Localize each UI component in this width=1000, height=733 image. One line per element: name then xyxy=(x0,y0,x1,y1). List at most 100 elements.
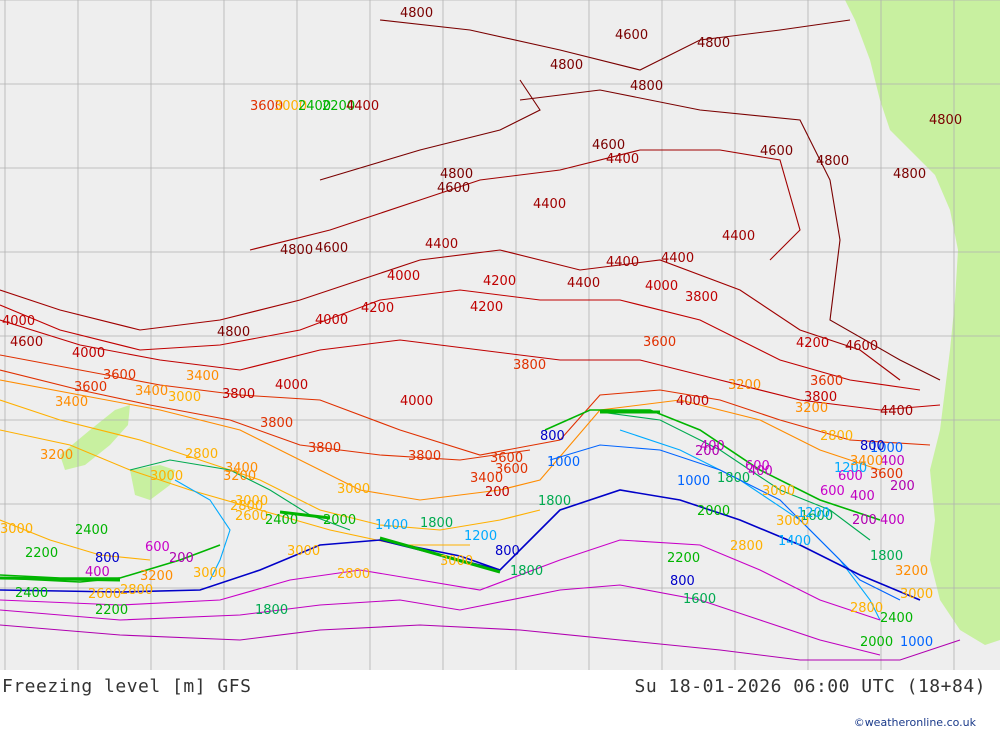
contour-label: 3400 xyxy=(55,395,88,410)
contour-label: 3600 xyxy=(810,374,843,389)
contour-line xyxy=(249,149,801,261)
contour-label: 4400 xyxy=(425,237,458,252)
contour-line xyxy=(0,519,151,561)
contour-labels: 4800460048004800480048004600440046004800… xyxy=(0,6,962,650)
contour-line xyxy=(519,89,941,381)
contour-label: 2200 xyxy=(25,546,58,561)
contour-label: 4600 xyxy=(615,28,648,43)
contour-label: 600 xyxy=(745,459,770,474)
contour-label: 4000 xyxy=(72,346,105,361)
contour-label: 200 xyxy=(169,551,194,566)
contour-line xyxy=(0,319,941,411)
contour-label: 3600 xyxy=(490,451,523,466)
contour-label: 4000 xyxy=(2,314,35,329)
contour-label: 3000 xyxy=(150,469,183,484)
contour-label: 1800 xyxy=(255,603,288,618)
south-america-land xyxy=(845,0,1000,645)
forecast-datetime: Su 18-01-2026 06:00 UTC (18+84) xyxy=(634,676,986,697)
contour-label: 3800 xyxy=(513,358,546,373)
contour-label: 3000 xyxy=(900,587,933,602)
contour-label: 2200 xyxy=(667,551,700,566)
contour-label: 2400 xyxy=(298,99,331,114)
contour-label: 1800 xyxy=(717,471,750,486)
contour-label: 1000 xyxy=(677,474,710,489)
contour-line xyxy=(174,479,231,581)
contour-band xyxy=(379,536,501,574)
isoline-contours xyxy=(0,19,961,661)
contour-label: 4200 xyxy=(483,274,516,289)
contour-label: 400 xyxy=(880,513,905,528)
contour-label: 2800 xyxy=(850,601,883,616)
contour-line xyxy=(0,354,931,456)
contour-label: 3000 xyxy=(440,554,473,569)
contour-label: 3400 xyxy=(135,384,168,399)
contour-label: 2800 xyxy=(230,499,263,514)
contour-label: 1800 xyxy=(510,564,543,579)
contour-label: 4800 xyxy=(816,154,849,169)
contour-label: 4400 xyxy=(606,152,639,167)
contour-label: 4400 xyxy=(567,276,600,291)
contour-label: 4000 xyxy=(387,269,420,284)
contour-label: 3800 xyxy=(685,290,718,305)
contour-label: 2200 xyxy=(322,99,355,114)
contour-label: 4600 xyxy=(437,181,470,196)
contour-label: 3000 xyxy=(274,99,307,114)
contour-label: 3800 xyxy=(408,449,441,464)
contour-label: 2200 xyxy=(95,603,128,618)
contour-label: 3000 xyxy=(776,514,809,529)
contour-line xyxy=(0,539,881,621)
contour-label: 4800 xyxy=(929,113,962,128)
contour-label: 2400 xyxy=(15,586,48,601)
contour-label: 400 xyxy=(700,439,725,454)
contour-label: 4800 xyxy=(440,167,473,182)
contour-label: 4000 xyxy=(315,313,348,328)
credit-link[interactable]: ©weatheronline.co.uk xyxy=(853,716,976,729)
contour-label: 2000 xyxy=(323,513,356,528)
contour-label: 3600 xyxy=(643,335,676,350)
contour-line xyxy=(0,489,921,601)
contour-label: 4400 xyxy=(606,255,639,270)
contour-label: 3600 xyxy=(495,462,528,477)
contour-label: 600 xyxy=(820,484,845,499)
contour-line xyxy=(549,444,901,601)
contour-label: 4000 xyxy=(676,394,709,409)
contour-label: 3200 xyxy=(140,569,173,584)
contour-label: 2000 xyxy=(697,504,730,519)
contour-label: 400 xyxy=(850,489,875,504)
contour-label: 2800 xyxy=(337,567,370,582)
contour-label: 4400 xyxy=(533,197,566,212)
contour-line xyxy=(0,289,921,391)
contour-label: 4800 xyxy=(893,167,926,182)
contour-label: 3400 xyxy=(470,471,503,486)
contour-label: 1800 xyxy=(870,549,903,564)
contour-label: 3600 xyxy=(103,368,136,383)
contour-label: 3000 xyxy=(337,482,370,497)
contour-label: 3200 xyxy=(728,378,761,393)
freezing-level-map: 4800460048004800480048004600440046004800… xyxy=(0,0,1000,670)
contour-label: 800 xyxy=(95,551,120,566)
contour-label: 3000 xyxy=(287,544,320,559)
contour-label: 1400 xyxy=(375,518,408,533)
contour-label: 4000 xyxy=(645,279,678,294)
contour-line xyxy=(0,624,961,661)
contour-label: 1200 xyxy=(834,461,867,476)
contour-label: 2000 xyxy=(860,635,893,650)
contour-label: 2800 xyxy=(120,583,153,598)
lat-lon-grid xyxy=(0,0,1000,670)
contour-label: 200 xyxy=(695,444,720,459)
contour-line xyxy=(0,379,881,501)
contour-label: 200 xyxy=(890,479,915,494)
contour-label: 4800 xyxy=(217,325,250,340)
contour-label: 3400 xyxy=(186,369,219,384)
contour-label: 800 xyxy=(860,439,885,454)
contour-label: 1600 xyxy=(800,509,833,524)
contour-label: 3600 xyxy=(74,380,107,395)
contour-label: 4600 xyxy=(760,144,793,159)
contour-label: 3200 xyxy=(223,469,256,484)
contour-label: 3800 xyxy=(804,390,837,405)
contour-label: 4200 xyxy=(361,301,394,316)
contour-label: 1400 xyxy=(778,534,811,549)
contour-label: 2400 xyxy=(265,513,298,528)
contour-label: 2600 xyxy=(235,509,268,524)
contour-label: 1200 xyxy=(464,529,497,544)
